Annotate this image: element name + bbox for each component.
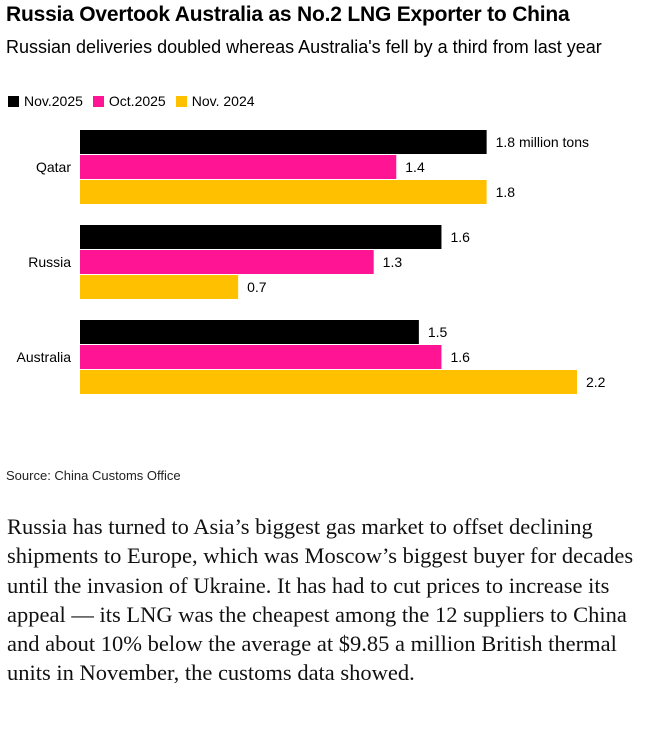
bar <box>80 180 487 204</box>
bar <box>80 345 442 369</box>
bar-value-label: 1.5 <box>428 324 448 340</box>
legend-item-nov-2024: Nov. 2024 <box>175 93 255 109</box>
bar-value-label: 1.8 million tons <box>496 134 589 150</box>
bar-value-label: 1.6 <box>450 349 470 365</box>
chart-title: Russia Overtook Australia as No.2 LNG Ex… <box>6 3 570 26</box>
source-note: Source: China Customs Office <box>6 468 181 483</box>
legend-item-nov-2025: Nov.2025 <box>8 93 83 109</box>
bar-value-label: 2.2 <box>586 374 606 390</box>
bar-value-label: 1.6 <box>450 229 470 245</box>
bar <box>80 370 577 394</box>
legend-label: Nov. 2024 <box>191 93 255 109</box>
legend-swatch <box>175 95 187 107</box>
legend-item-oct-2025: Oct.2025 <box>92 93 166 109</box>
bar <box>80 155 397 179</box>
category-label: Australia <box>17 349 72 365</box>
legend-swatch <box>92 95 104 107</box>
legend-swatch <box>8 95 19 107</box>
bar <box>80 225 442 249</box>
bar <box>80 250 374 274</box>
bar-value-label: 1.4 <box>405 159 425 175</box>
bar <box>80 320 419 344</box>
bar <box>80 130 487 154</box>
bar-chart: Qatar 1.8 million tons 1.4 1.8 Russia 1.6 1.3 0… <box>17 130 606 394</box>
article-paragraph: Russia has turned to Asia’s biggest gas … <box>7 514 634 686</box>
category-label: Qatar <box>36 159 71 175</box>
legend-label: Nov.2025 <box>24 93 83 109</box>
bar <box>80 275 239 299</box>
bar-value-label: 1.8 <box>496 184 516 200</box>
bar-value-label: 0.7 <box>247 279 267 295</box>
chart-legend: Nov.2025 Oct.2025 Nov. 2024 <box>8 92 265 110</box>
chart-subtitle: Russian deliveries doubled whereas Austr… <box>6 37 602 57</box>
bar-value-label: 1.3 <box>383 254 403 270</box>
category-label: Russia <box>28 254 71 270</box>
legend-label: Oct.2025 <box>108 93 166 109</box>
